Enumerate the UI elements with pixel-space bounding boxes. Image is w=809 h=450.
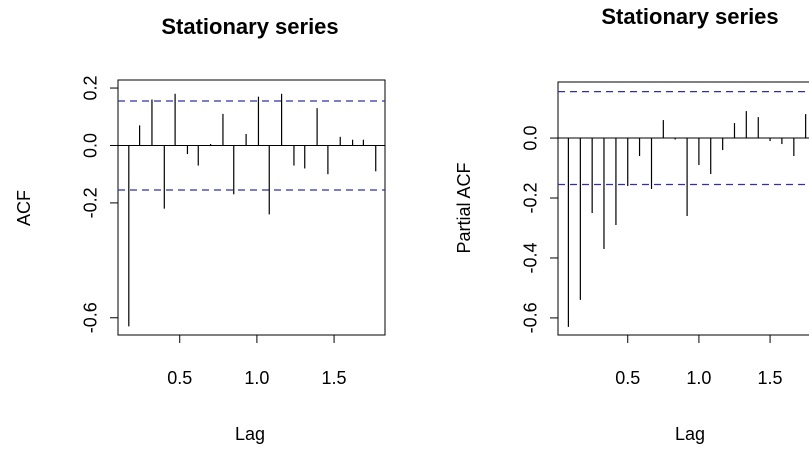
x-tick-label: 1.5 (758, 368, 783, 388)
y-tick-label: -0.6 (81, 302, 101, 333)
y-axis-label: Partial ACF (454, 162, 474, 253)
x-tick-label: 1.5 (322, 368, 347, 388)
x-tick-label: 0.5 (167, 368, 192, 388)
y-tick-label: -0.6 (521, 302, 541, 333)
y-tick-label: -0.2 (521, 182, 541, 213)
chart-title: Stationary series (161, 14, 338, 39)
y-tick-label: 0.0 (81, 133, 101, 158)
y-tick-label: -0.4 (521, 242, 541, 273)
y-axis-label: ACF (14, 190, 34, 226)
x-tick-label: 1.0 (686, 368, 711, 388)
x-tick-label: 0.5 (615, 368, 640, 388)
x-tick-label: 1.0 (244, 368, 269, 388)
x-axis-label: Lag (675, 424, 705, 444)
x-axis-label: Lag (235, 424, 265, 444)
plot-frame (117, 79, 386, 336)
y-tick-label: 0.0 (521, 126, 541, 151)
chart-title: Stationary series (601, 4, 778, 29)
y-tick-label: -0.2 (81, 187, 101, 218)
y-tick-label: 0.2 (81, 76, 101, 101)
plot-frame (557, 81, 809, 336)
